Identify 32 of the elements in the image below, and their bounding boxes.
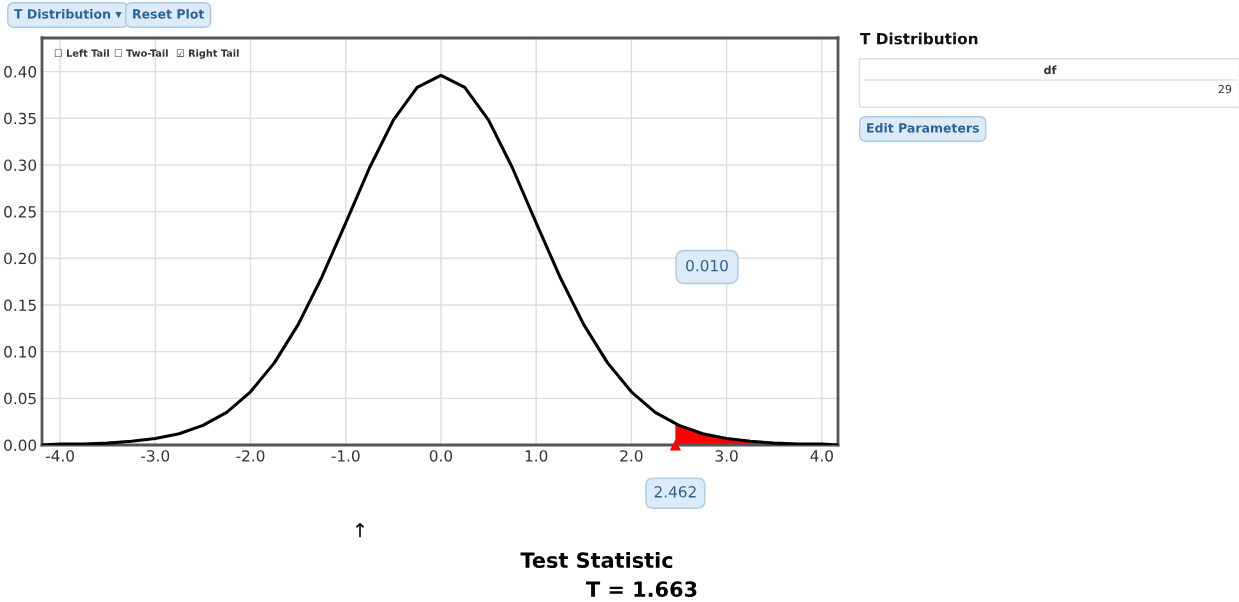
y-tick-label: 0.10 — [4, 346, 37, 358]
y-tick-label: 0.15 — [4, 299, 36, 311]
text: ↑ — [355, 523, 365, 538]
y-tick-label: 0.25 — [4, 206, 36, 218]
x-tick-label: 1.0 — [525, 450, 548, 462]
annotation: 0.010 — [686, 259, 728, 272]
text: T = 1.663 — [586, 581, 697, 598]
y-tick-label: 0.40 — [4, 66, 37, 78]
annotation: ☐ Two-Tail — [114, 49, 168, 57]
text: T Distribution ▾ — [14, 8, 122, 19]
annotation: 2.462 — [654, 486, 696, 498]
x-tick-label: -2.0 — [236, 450, 265, 462]
annotation: ☑ Right Tail — [176, 49, 239, 59]
text: Edit Parameters — [867, 122, 979, 133]
text: Reset Plot — [133, 8, 205, 19]
text: 29 — [1218, 84, 1232, 94]
x-tick-label: -3.0 — [141, 450, 170, 462]
text: df — [1044, 65, 1057, 75]
x-tick-label: 0.0 — [429, 450, 453, 462]
y-tick-label: 0.05 — [4, 392, 36, 405]
text: T Distribution — [860, 32, 978, 45]
y-tick-label: 0.00 — [4, 439, 37, 452]
y-tick-label: 0.20 — [4, 252, 37, 265]
annotation: ☐ Left Tail — [54, 49, 109, 57]
y-tick-label: 0.30 — [4, 159, 37, 171]
x-tick-label: 4.0 — [810, 450, 833, 462]
x-tick-label: 3.0 — [715, 450, 738, 462]
x-tick-label: -4.0 — [45, 450, 74, 462]
x-tick-label: -1.0 — [331, 450, 360, 462]
x-tick-label: 2.0 — [620, 450, 643, 462]
text: Test Statistic — [520, 551, 673, 569]
y-tick-label: 0.35 — [4, 112, 36, 125]
